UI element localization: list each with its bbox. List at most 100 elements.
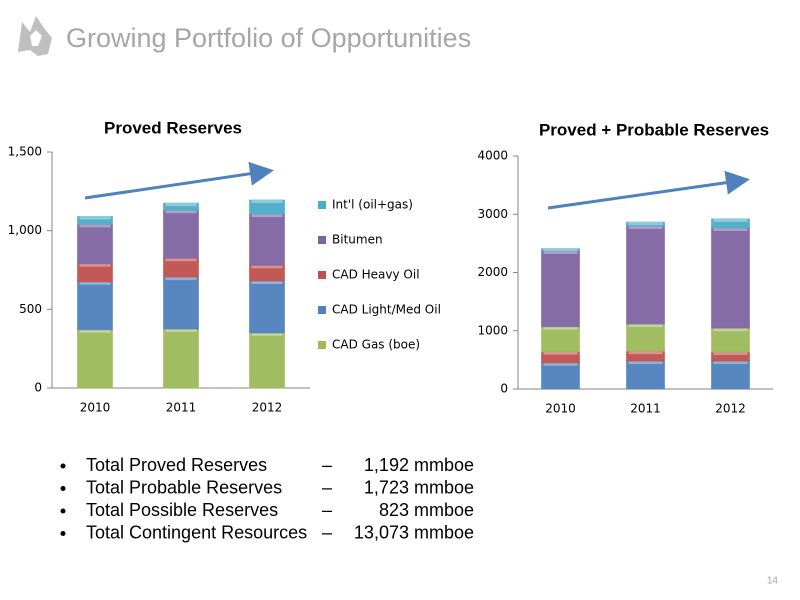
bar-segment — [711, 218, 750, 229]
legend-label: CAD Gas (boe) — [332, 338, 420, 352]
bar-highlight — [165, 329, 197, 332]
bar-segment — [77, 216, 113, 225]
bar-segment — [77, 223, 113, 265]
trend-arrow — [84, 161, 274, 200]
page-number: 14 — [767, 576, 779, 587]
bar-segment — [163, 209, 199, 259]
bar-highlight — [165, 277, 197, 281]
bar-highlight — [628, 225, 663, 229]
bar-highlight — [79, 281, 111, 285]
bar-highlight — [251, 265, 283, 269]
legend-label: CAD Heavy Oil — [332, 268, 420, 282]
bar-highlight — [165, 258, 197, 262]
bar-highlight — [251, 281, 283, 285]
bar-segment — [163, 202, 199, 211]
bar-highlight — [713, 352, 748, 356]
bar-highlight — [251, 214, 283, 218]
bullet-label: Total Contingent Resources — [86, 522, 307, 542]
y-tick-label: 0 — [500, 382, 508, 396]
bar-segment — [711, 360, 750, 390]
legend-swatch — [318, 306, 326, 314]
bullet-value: 1,192 mmboe — [364, 455, 474, 475]
bar-segment — [541, 250, 580, 328]
bullet-dot — [60, 508, 66, 514]
bar-segment — [77, 329, 113, 389]
bar-segment — [249, 213, 285, 266]
legend-label: Bitumen — [332, 233, 383, 247]
legend-label: CAD Light/Med Oil — [332, 303, 441, 317]
bar-segment — [249, 199, 285, 215]
bar-segment — [626, 360, 665, 390]
bar-segment — [249, 280, 285, 334]
bar-segment — [541, 248, 580, 252]
bar-highlight — [628, 351, 663, 355]
bar-highlight — [543, 351, 578, 355]
bar-highlight — [165, 210, 197, 214]
bar-segment — [163, 328, 199, 389]
x-tick-label: 2010 — [80, 401, 111, 415]
bar-highlight — [543, 362, 578, 366]
legend-swatch — [318, 201, 326, 209]
bar-segment — [77, 281, 113, 331]
bullet-separator: – — [322, 500, 332, 520]
chart-title: Proved + Probable Reserves — [539, 120, 769, 139]
bar-segment — [626, 225, 665, 325]
x-tick-label: 2011 — [630, 402, 661, 416]
x-tick-label: 2012 — [252, 401, 283, 415]
bullet-dot — [60, 486, 66, 491]
bar-highlight — [713, 218, 748, 222]
bar-segment — [711, 327, 750, 353]
y-tick-label: 1,000 — [8, 223, 42, 237]
legend-swatch — [318, 341, 326, 349]
y-tick-label: 4000 — [477, 149, 508, 163]
bar-highlight — [165, 203, 197, 207]
x-tick-label: 2011 — [166, 401, 197, 415]
bar-segment — [541, 362, 580, 390]
bar-segment — [626, 323, 665, 352]
legend-swatch — [318, 271, 326, 279]
bullet-label: Total Possible Reserves — [86, 500, 278, 520]
trend-arrow — [547, 170, 750, 210]
legend-swatch — [318, 236, 326, 244]
bullet-label: Total Probable Reserves — [86, 477, 282, 497]
bar-segment — [163, 276, 199, 330]
bar-highlight — [628, 361, 663, 365]
bullet-dot — [60, 463, 66, 469]
y-tick-label: 2000 — [477, 265, 508, 279]
y-tick-label: 0 — [34, 381, 42, 395]
bar-highlight — [628, 324, 663, 328]
x-tick-label: 2012 — [715, 402, 746, 416]
bar-segment — [541, 326, 580, 353]
bullet-value: 13,073 mmboe — [354, 522, 474, 542]
bullet-separator: – — [322, 522, 332, 542]
bar-highlight — [251, 199, 283, 203]
bullet-dot — [60, 531, 66, 536]
bullet-separator: – — [322, 455, 332, 475]
bullet-label: Total Proved Reserves — [86, 455, 267, 475]
bar-highlight — [79, 216, 111, 220]
bar-highlight — [543, 250, 578, 254]
bullet-value: 823 mmboe — [379, 500, 474, 520]
bar-highlight — [79, 263, 111, 267]
bar-highlight — [79, 329, 111, 333]
y-tick-label: 3000 — [477, 207, 508, 221]
legend-label: Int'l (oil+gas) — [332, 198, 413, 212]
y-tick-label: 500 — [19, 302, 42, 316]
slide-title: Growing Portfolio of Opportunities — [66, 23, 471, 53]
bar-highlight — [713, 227, 748, 231]
bar-highlight — [543, 326, 578, 330]
bar-segment — [711, 227, 750, 329]
chart-title: Proved Reserves — [104, 118, 242, 137]
logo — [18, 16, 52, 56]
x-tick-label: 2010 — [545, 402, 576, 416]
bar-segment — [626, 221, 665, 227]
bar-segment — [249, 332, 285, 389]
bar-highlight — [543, 248, 578, 251]
bar-highlight — [79, 224, 111, 228]
y-tick-label: 1,500 — [8, 145, 42, 159]
bullet-value: 1,723 mmboe — [364, 477, 474, 497]
y-tick-label: 1000 — [477, 323, 508, 337]
bullet-separator: – — [322, 477, 332, 497]
bar-highlight — [628, 222, 663, 226]
